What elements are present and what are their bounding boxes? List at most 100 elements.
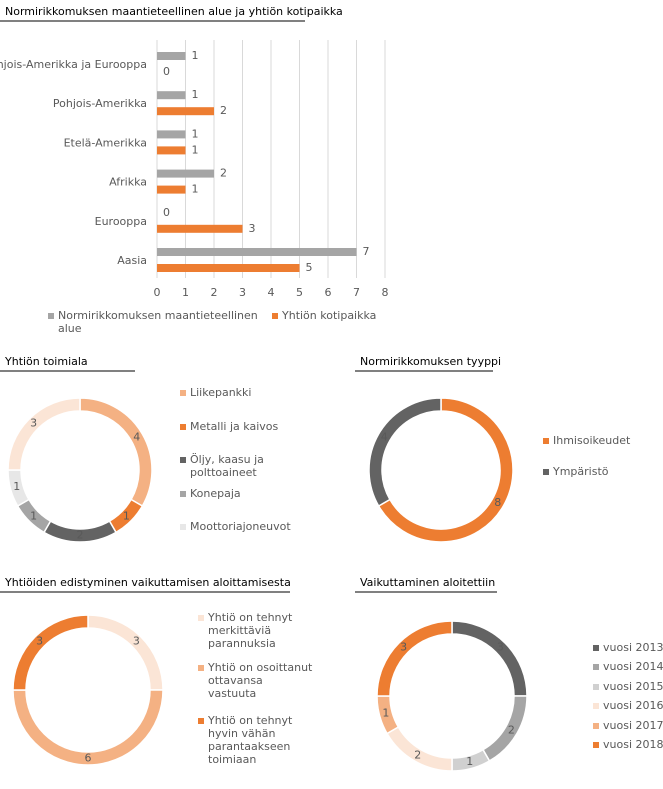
y-tick-label: Afrikka xyxy=(109,176,147,189)
legend-label: Yhtiö on tehnyt hyvin vähän parantaaksee… xyxy=(208,714,293,766)
value-label: 7 xyxy=(363,245,370,258)
legend-item: Normirikkomuksen maantieteellinen alue xyxy=(48,309,278,335)
legend-label: Yhtiön kotipaikka xyxy=(282,309,377,322)
donut-segment xyxy=(12,614,89,691)
donut-segment xyxy=(87,614,164,691)
legend-item: Metalli ja kaivos xyxy=(180,420,290,433)
legend-label: Yhtiö on tehnyt merkittäviä parannuksia xyxy=(208,611,293,650)
legend-item: Yhtiö on osoittanut ottavansa vastuuta xyxy=(198,661,313,700)
bar xyxy=(157,185,186,194)
legend-label: vuosi 2016 xyxy=(603,699,663,712)
value-label: 1 xyxy=(192,49,199,62)
donut-segment xyxy=(7,397,81,471)
value-label: 5 xyxy=(306,261,313,274)
legend-item: vuosi 2018 xyxy=(593,738,663,751)
legend-swatch xyxy=(543,438,549,444)
y-tick-label: Pohjois-Amerikka ja Eurooppa xyxy=(0,58,147,71)
legend-label: Metalli ja kaivos xyxy=(190,420,279,433)
value-label: 2 xyxy=(220,167,227,180)
y-tick-label: Eurooppa xyxy=(95,215,147,228)
legend-swatch xyxy=(272,313,278,319)
value-label: 1 xyxy=(30,509,37,522)
value-label: 4 xyxy=(381,430,388,443)
x-tick-label: 0 xyxy=(154,286,161,299)
legend-label: Ympäristö xyxy=(553,465,609,478)
legend-item: vuosi 2013 xyxy=(593,641,663,654)
legend-swatch xyxy=(180,457,186,463)
x-tick-label: 6 xyxy=(325,286,332,299)
chart-title: Vaikuttaminen aloitettiin xyxy=(360,576,495,589)
bar xyxy=(157,224,243,233)
value-label: 3 xyxy=(36,635,43,648)
chart-title: Normirikkomuksen tyyppi xyxy=(360,355,501,368)
legend-swatch xyxy=(180,524,186,530)
value-label: 1 xyxy=(466,755,473,768)
bar xyxy=(157,169,214,178)
legend-item: vuosi 2017 xyxy=(593,719,663,732)
value-label: 2 xyxy=(220,104,227,117)
legend-label: vuosi 2013 xyxy=(603,641,663,654)
legend-label: Öljy, kaasu ja polttoaineet xyxy=(190,453,264,479)
value-label: 2 xyxy=(414,748,421,761)
legend-item: Moottoriajoneuvot xyxy=(180,520,291,533)
value-label: 1 xyxy=(13,480,20,493)
legend-item: Ympäristö xyxy=(543,465,653,478)
y-tick-label: Pohjois-Amerikka xyxy=(53,97,147,110)
value-label: 3 xyxy=(400,641,407,654)
bar xyxy=(157,130,186,139)
value-label: 2 xyxy=(77,529,84,542)
legend-item: Konepaja xyxy=(180,487,290,500)
legend-label: vuosi 2014 xyxy=(603,660,663,673)
bar xyxy=(157,264,300,272)
donut-segment xyxy=(368,397,442,508)
value-label: 2 xyxy=(508,723,515,736)
legend-item: Yhtiö on tehnyt hyvin vähän parantaaksee… xyxy=(198,714,313,766)
legend-label: Moottoriajoneuvot xyxy=(190,520,291,533)
legend-item: Ihmisoikeudet xyxy=(543,434,653,447)
x-tick-label: 2 xyxy=(211,286,218,299)
legend-swatch xyxy=(198,718,204,724)
legend-swatch xyxy=(593,684,599,690)
y-tick-label: Aasia xyxy=(117,254,147,267)
legend-swatch xyxy=(593,742,599,748)
value-label: 1 xyxy=(123,509,130,522)
legend-swatch xyxy=(198,615,204,621)
donut-segment xyxy=(481,695,528,762)
legend-item: vuosi 2015 xyxy=(593,680,663,693)
value-label: 3 xyxy=(497,641,504,654)
legend-swatch xyxy=(543,469,549,475)
value-label: 3 xyxy=(30,417,37,430)
legend-swatch xyxy=(48,313,54,319)
value-label: 3 xyxy=(249,222,256,235)
legend-label: vuosi 2015 xyxy=(603,680,663,693)
legend-swatch xyxy=(198,665,204,671)
legend-label: Yhtiö on osoittanut ottavansa vastuuta xyxy=(208,661,313,700)
x-tick-label: 4 xyxy=(268,286,275,299)
value-label: 1 xyxy=(192,183,199,196)
chart-title: Normirikkomuksen maantieteellinen alue j… xyxy=(5,5,343,18)
legend-item: Öljy, kaasu ja polttoaineet xyxy=(180,453,290,479)
legend-item: Liikepankki xyxy=(180,386,290,399)
legend-label: Normirikkomuksen maantieteellinen alue xyxy=(58,309,258,335)
bar xyxy=(157,248,357,256)
donut-segment xyxy=(451,620,528,697)
legend-swatch xyxy=(180,390,186,396)
value-label: 0 xyxy=(163,206,170,219)
legend-swatch xyxy=(593,723,599,729)
legend-item: Yhtiö on tehnyt merkittäviä parannuksia xyxy=(198,611,313,650)
value-label: 1 xyxy=(382,707,389,720)
legend-label: Liikepankki xyxy=(190,386,252,399)
value-label: 0 xyxy=(163,65,170,78)
legend-label: vuosi 2017 xyxy=(603,719,663,732)
x-tick-label: 5 xyxy=(296,286,303,299)
chart-title: Yhtiön toimiala xyxy=(4,355,88,368)
bar xyxy=(157,52,186,60)
donut-segment xyxy=(79,397,153,508)
x-tick-label: 1 xyxy=(182,286,189,299)
legend-label: vuosi 2018 xyxy=(603,738,663,751)
bar xyxy=(157,107,214,116)
legend-swatch xyxy=(593,664,599,670)
value-label: 6 xyxy=(85,752,92,765)
